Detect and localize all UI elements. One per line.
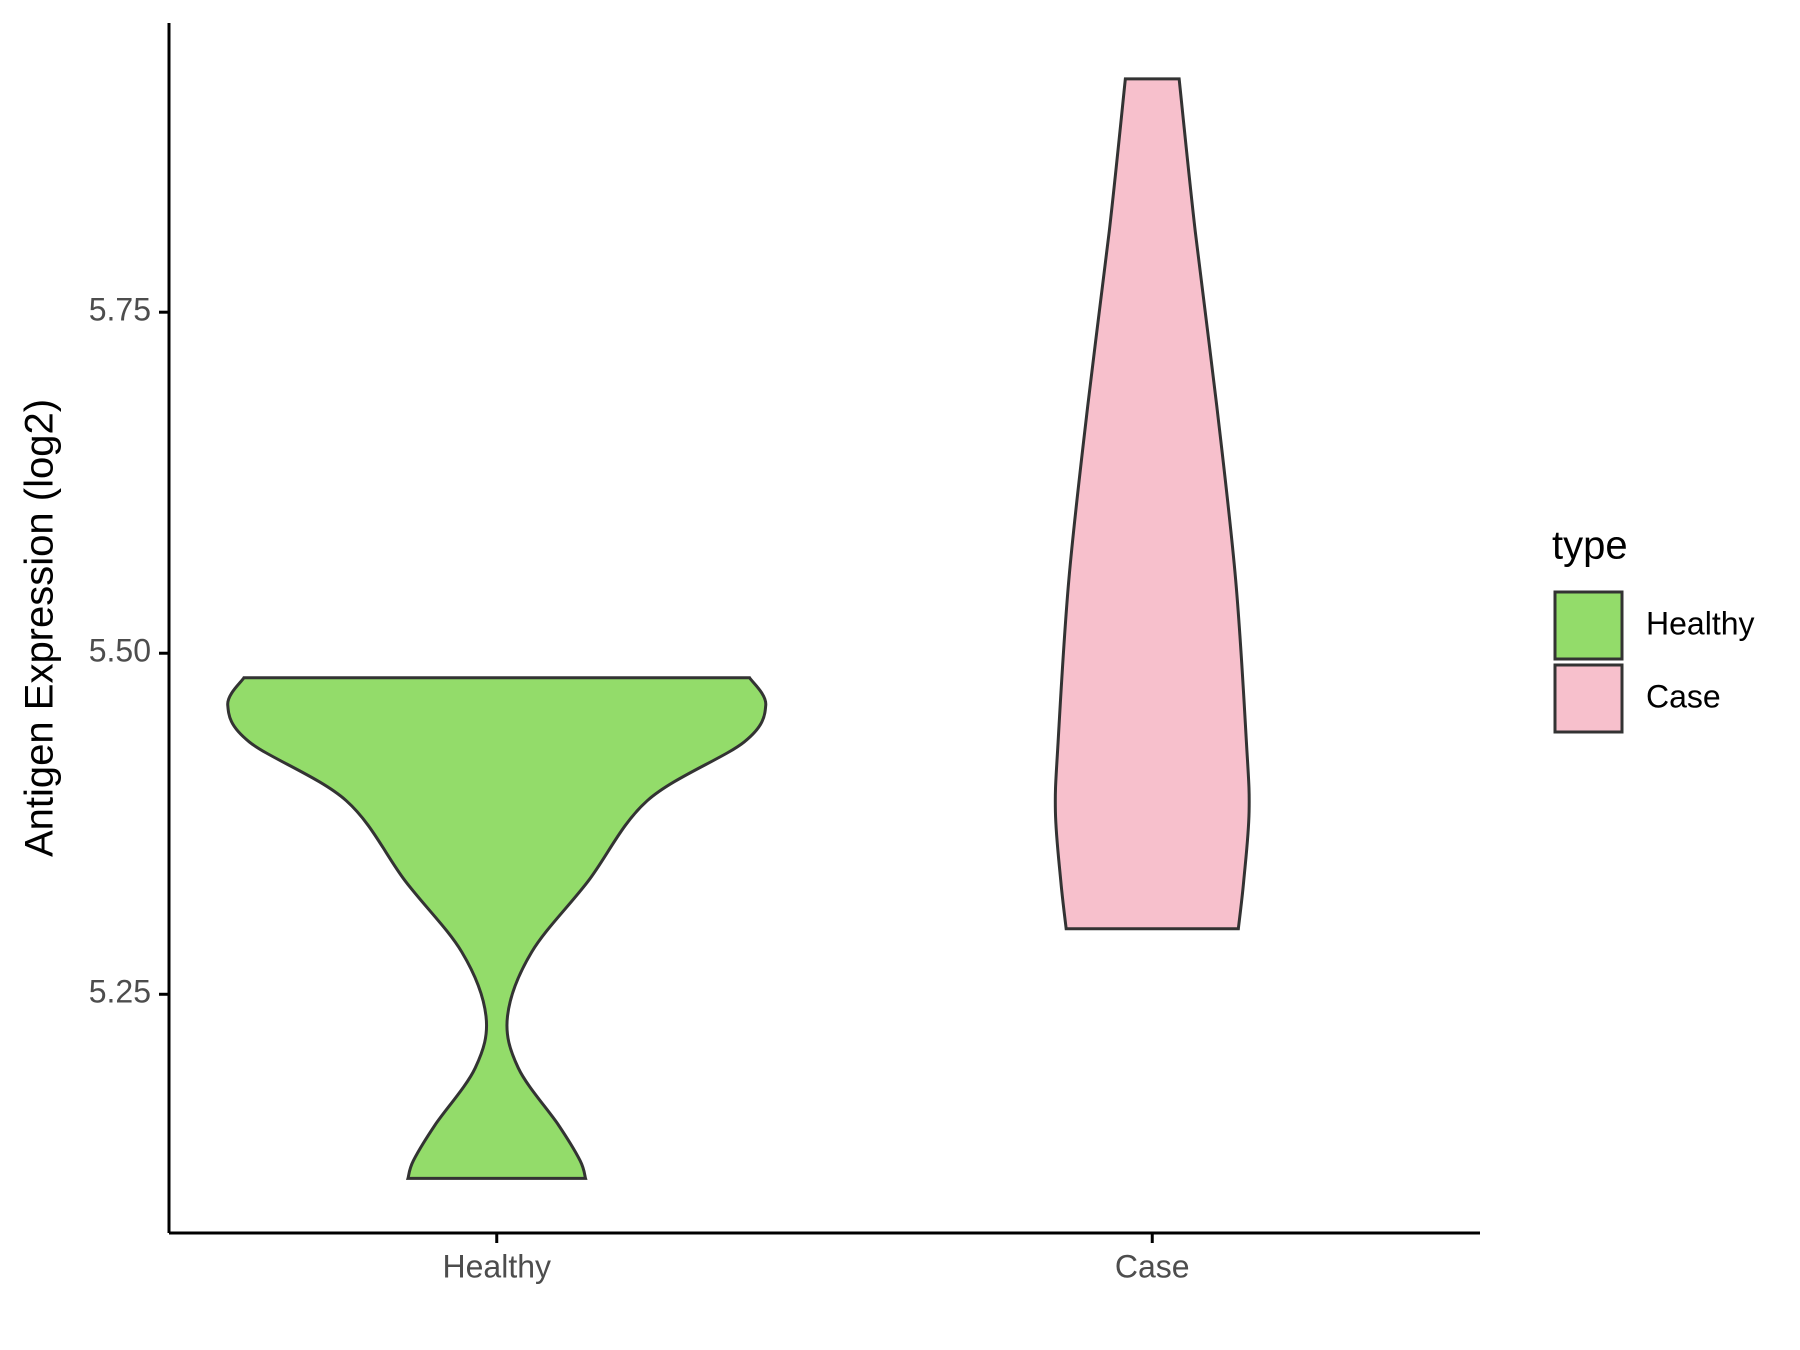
legend-label: Case — [1646, 678, 1721, 714]
x-tick-label: Case — [1115, 1248, 1190, 1284]
y-axis-title: Antigen Expression (log2) — [18, 399, 62, 857]
violin — [226, 676, 768, 1180]
legend-key — [1553, 663, 1624, 734]
violin — [1053, 77, 1251, 931]
y-tick-label: 5.50 — [89, 633, 151, 669]
legend-title: type — [1552, 524, 1628, 568]
y-tick-label: 5.25 — [89, 974, 151, 1010]
y-tick-label: 5.75 — [89, 292, 151, 328]
legend-label: Healthy — [1646, 605, 1755, 641]
legend-key — [1553, 590, 1624, 661]
x-tick-label: Healthy — [443, 1248, 552, 1284]
